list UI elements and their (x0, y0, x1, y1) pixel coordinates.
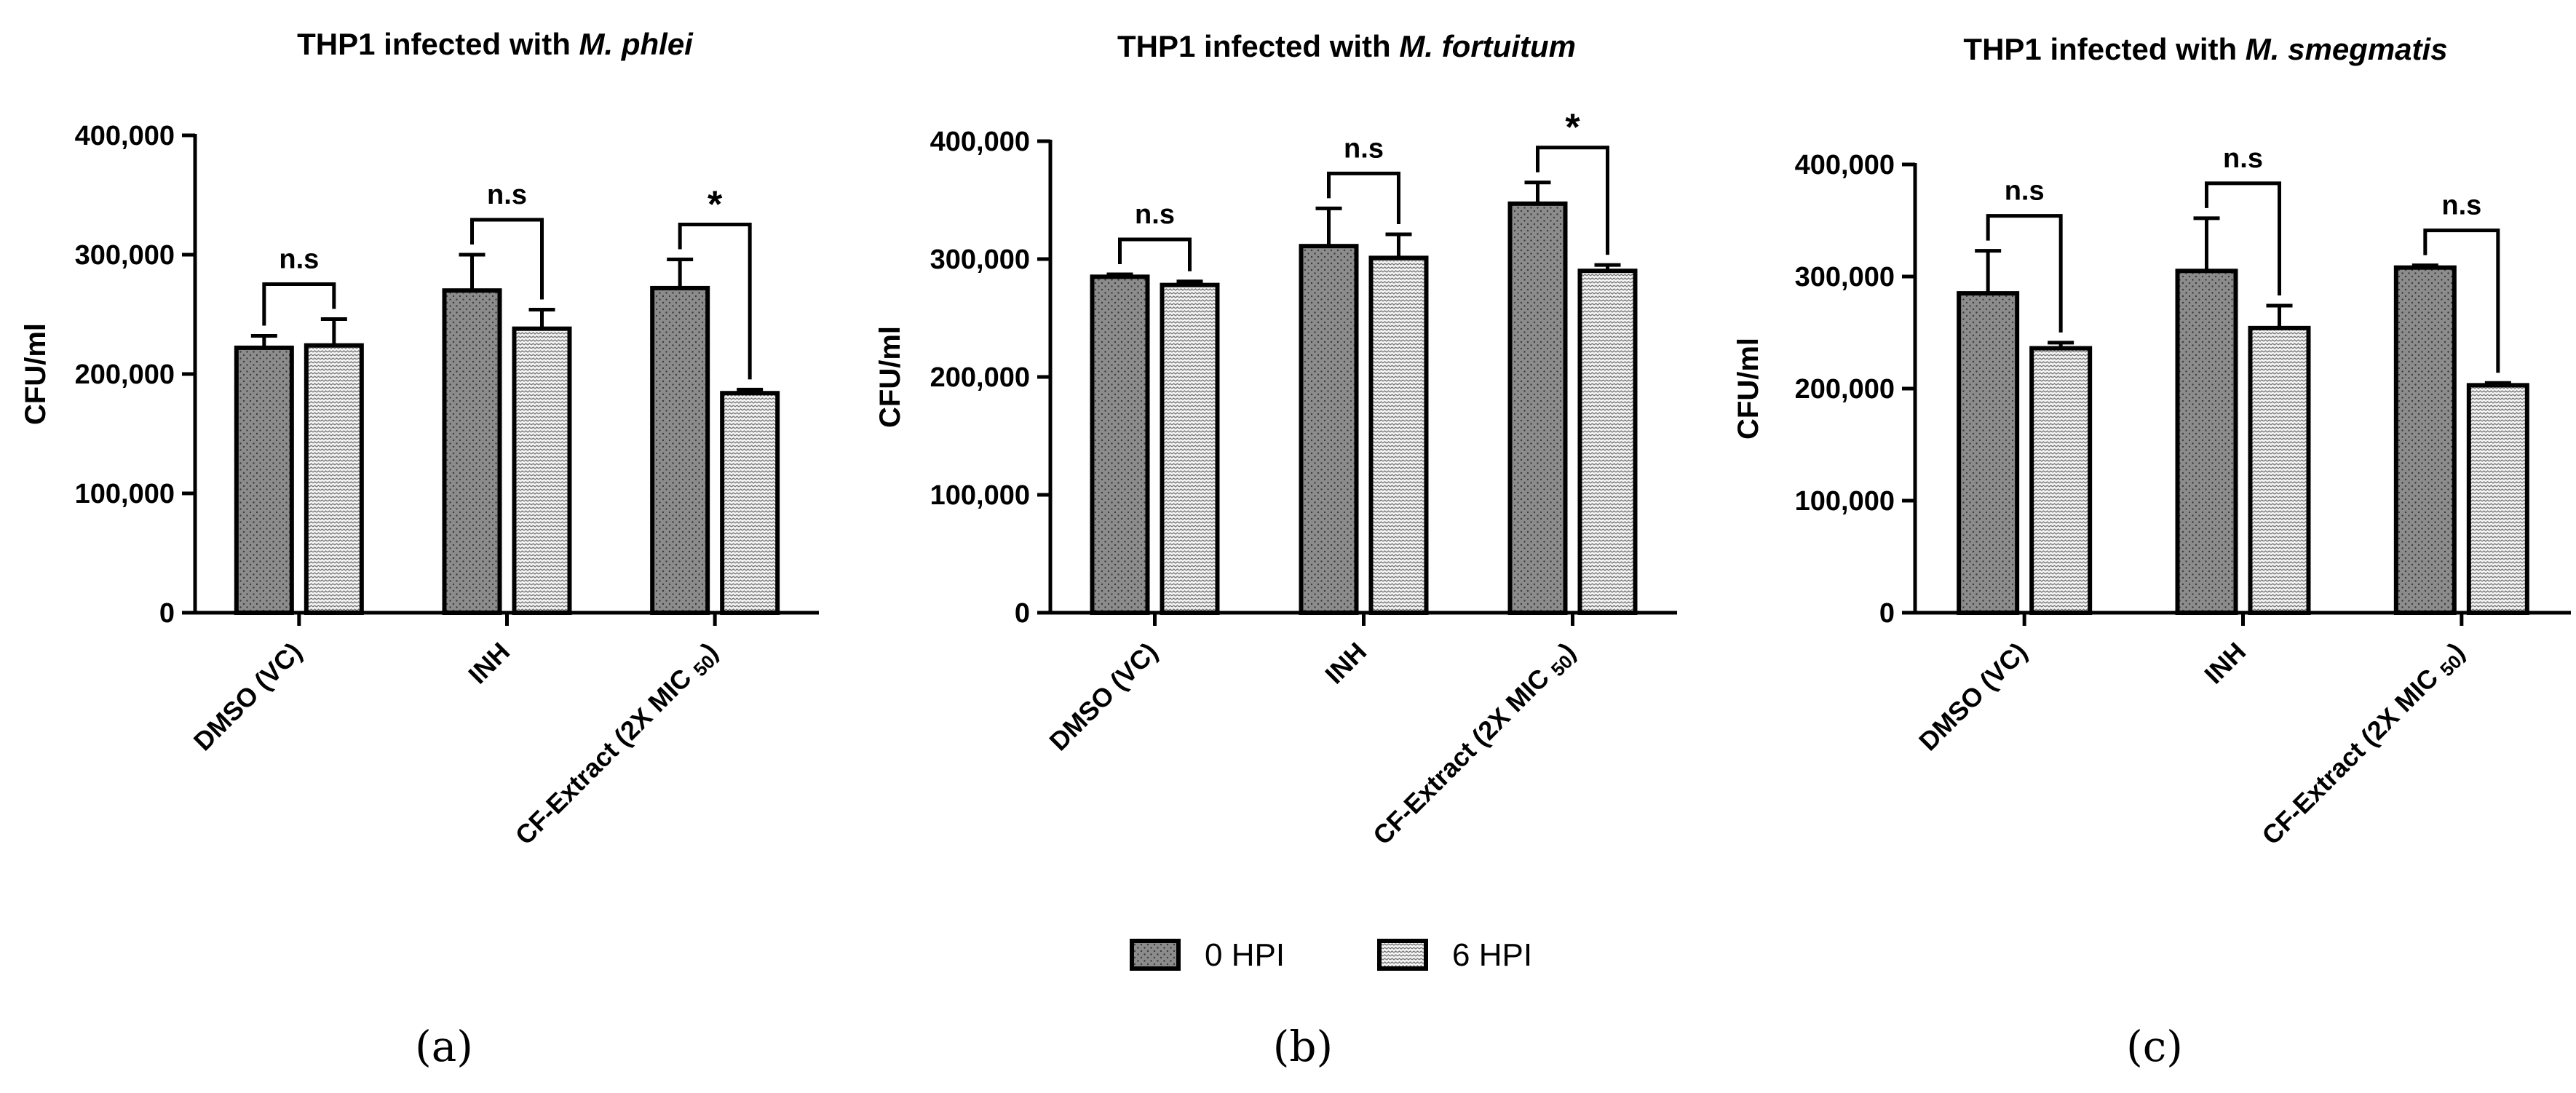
significance-bracket (2205, 181, 2281, 296)
chart-title-organism: M. phlei (579, 27, 694, 61)
y-tick-label: 400,000 (930, 127, 1030, 157)
y-tick-label: 200,000 (930, 362, 1030, 393)
panel-label: (a) (415, 1022, 473, 1071)
x-category-label: INH (2198, 637, 2251, 690)
y-tick-label: 300,000 (930, 245, 1030, 275)
panel-label: (b) (1273, 1022, 1333, 1071)
y-tick-label: 200,000 (75, 359, 175, 390)
y-axis-label: CFU/ml (1732, 338, 1764, 440)
significance-bracket (678, 223, 752, 380)
bar-6hpi (2466, 383, 2529, 615)
bar-0hpi (650, 285, 710, 615)
significance-ns: n.s (2441, 191, 2481, 221)
bar-0hpi (1957, 291, 2020, 615)
x-category-label: DMSO (VC) (1913, 637, 2033, 757)
significance-ns: n.s (279, 245, 319, 275)
significance-ns: n.s (1344, 133, 1384, 164)
bar-0hpi (442, 288, 502, 615)
significance-ns: n.s (2223, 143, 2263, 174)
chart-title: THP1 infected with M. phlei (297, 27, 694, 61)
chart-title-text: THP1 infected with (297, 27, 579, 61)
significance-bracket (1118, 237, 1192, 271)
charts-container: THP1 infected with M. phlei CFU/ml 0 100,00… (20, 27, 2571, 1071)
significance-ns: n.s (487, 180, 527, 210)
x-category-label: DMSO (VC) (188, 637, 308, 757)
chart-title: THP1 infected with M. fortuitum (1117, 29, 1576, 63)
y-tick-label: 400,000 (1795, 150, 1895, 180)
bar-6hpi (1160, 282, 1220, 615)
significance-ns: n.s (1135, 199, 1175, 230)
bar-6hpi (512, 326, 572, 615)
x-category-label: CF-Extract (2X MIC 50) (510, 637, 726, 853)
bar-6hpi (720, 391, 780, 615)
bar-0hpi (1090, 274, 1150, 615)
legend-swatch-6hpi (1377, 939, 1428, 971)
x-category-label: CF-Extract (2X MIC 50) (1367, 637, 1583, 853)
x-category-label: CF-Extract (2X MIC 50) (2256, 637, 2472, 853)
significance-ns: n.s (2005, 176, 2045, 207)
chart-title-organism: M. smegmatis (2246, 32, 2448, 66)
bar-6hpi (2029, 346, 2093, 615)
chart-panel-b: THP1 infected with M. fortuitum CFU/ml 0 10… (874, 29, 1677, 1071)
y-tick-label: 100,000 (75, 479, 175, 509)
category-text: CF-Extract (2X MIC (1367, 658, 1560, 851)
chart-panel-c: THP1 infected with M. smegmatis CFU/ml 0 10… (1732, 32, 2571, 1071)
y-axis-label: CFU/ml (20, 323, 52, 425)
legend-label-0hpi: 0 HPI (1205, 937, 1285, 973)
bar-0hpi (1299, 244, 1359, 615)
y-tick-label: 100,000 (930, 480, 1030, 511)
y-tick-label: 400,000 (75, 121, 175, 151)
bar-0hpi (2175, 269, 2238, 615)
y-tick-label: 300,000 (75, 240, 175, 271)
bar-6hpi (304, 343, 364, 615)
y-tick-label: 0 (1015, 598, 1030, 629)
significance-star: * (1565, 107, 1580, 149)
bar-6hpi (2248, 325, 2311, 615)
y-tick-label: 0 (159, 598, 175, 629)
significance-bracket (1986, 214, 2063, 333)
y-tick-label: 100,000 (1795, 486, 1895, 517)
y-tick-label: 300,000 (1795, 262, 1895, 293)
chart-title-text: THP1 infected with (1963, 32, 2245, 66)
significance-bracket (1536, 146, 1609, 255)
y-axis-label: CFU/ml (874, 326, 906, 428)
y-tick-label: 0 (1879, 598, 1895, 629)
x-category-label: INH (1319, 637, 1372, 690)
panel-label: (c) (2126, 1022, 2183, 1071)
significance-bracket (262, 282, 336, 326)
bar-0hpi (2393, 265, 2457, 615)
bar-6hpi (1577, 269, 1638, 615)
significance-star: * (708, 184, 723, 226)
chart-title: THP1 infected with M. smegmatis (1963, 32, 2447, 66)
legend: 0 HPI 6 HPI (1130, 937, 1532, 973)
category-text: CF-Extract (2X MIC (2256, 658, 2449, 851)
category-text: CF-Extract (2X MIC (510, 658, 702, 851)
y-tick-label: 200,000 (1795, 374, 1895, 405)
bar-6hpi (1368, 255, 1429, 615)
bar-0hpi (234, 345, 294, 615)
legend-label-6hpi: 6 HPI (1452, 937, 1532, 973)
significance-bracket (2423, 228, 2500, 373)
bar-0hpi (1507, 201, 1568, 615)
chart-title-organism: M. fortuitum (1399, 29, 1576, 63)
x-category-label: INH (462, 637, 515, 690)
significance-bracket (470, 218, 544, 300)
chart-title-text: THP1 infected with (1117, 29, 1399, 63)
legend-swatch-0hpi (1130, 939, 1181, 971)
x-category-label: DMSO (VC) (1043, 637, 1163, 757)
chart-panel-a: THP1 infected with M. phlei CFU/ml 0 100,00… (20, 27, 819, 1071)
significance-bracket (1327, 171, 1400, 224)
